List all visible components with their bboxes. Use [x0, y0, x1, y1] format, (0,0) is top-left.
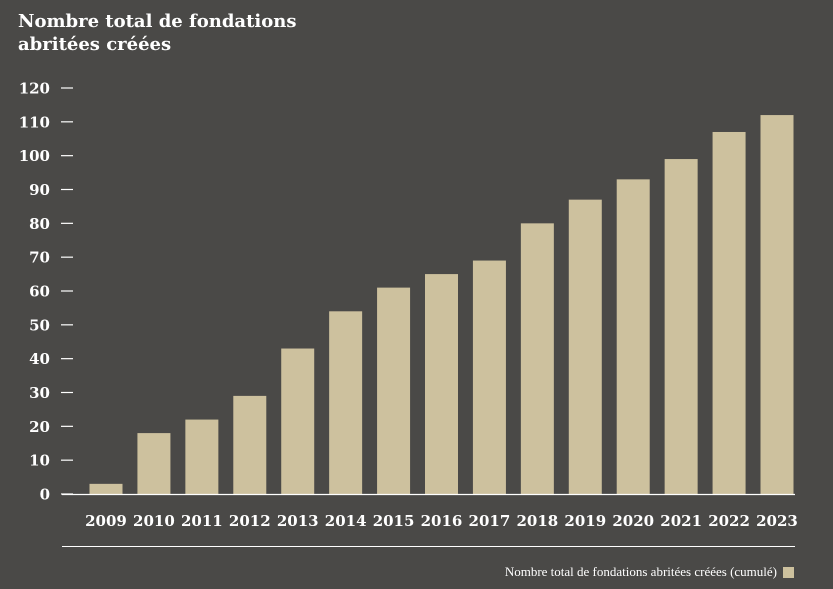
bar-2020 [616, 179, 650, 494]
bar-2012 [233, 395, 267, 494]
y-tick-label: 0 [40, 486, 50, 504]
x-tick-label: 2014 [325, 512, 367, 530]
x-tick-label: 2012 [229, 512, 271, 530]
y-tick-label: 80 [29, 215, 50, 233]
x-tick-label: 2013 [277, 512, 319, 530]
legend-label: Nombre total de fondations abritées créé… [504, 564, 777, 579]
y-tick-label: 110 [19, 113, 50, 131]
x-tick-label: 2022 [708, 512, 750, 530]
bar-2016 [425, 274, 458, 494]
chart-title-line-2: abritées créées [18, 34, 172, 55]
bar-2019 [568, 199, 602, 494]
bar-2011 [185, 419, 219, 494]
x-tick-label: 2015 [373, 512, 415, 530]
chart-title-line-1: Nombre total de fondations [18, 11, 297, 32]
legend: Nombre total de fondations abritées créé… [505, 564, 794, 580]
bar-2022 [712, 131, 746, 494]
y-tick-label: 50 [29, 316, 50, 334]
bar-2021 [664, 159, 698, 495]
x-tick-label: 2018 [516, 512, 558, 530]
bar-2018 [520, 223, 554, 495]
x-tick-label: 2016 [421, 512, 463, 530]
bar-2015 [377, 287, 411, 494]
y-tick-label: 20 [29, 418, 50, 436]
y-tick-label: 100 [19, 147, 50, 165]
bar-2010 [137, 433, 171, 494]
x-tick-label: 2021 [660, 512, 702, 530]
x-tick-label: 2023 [756, 512, 798, 530]
legend-swatch [783, 566, 794, 578]
x-tick-label: 2017 [469, 512, 511, 530]
y-tick-label: 90 [29, 181, 50, 199]
x-tick-label: 2011 [181, 512, 223, 530]
x-tick-label: 2010 [133, 512, 175, 530]
y-tick-label: 70 [29, 249, 50, 267]
x-tick-label: 2020 [612, 512, 654, 530]
y-tick-label: 10 [29, 452, 50, 470]
bar-2017 [472, 260, 506, 494]
x-tick-label: 2009 [85, 512, 127, 530]
bar-2023 [760, 115, 794, 495]
y-tick-label: 40 [29, 350, 50, 368]
bar-2013 [281, 348, 315, 494]
bar-2009 [89, 483, 123, 494]
y-tick-label: 120 [19, 80, 50, 98]
y-tick-label: 60 [29, 283, 50, 301]
bar-2014 [329, 311, 363, 494]
x-tick-label: 2019 [564, 512, 606, 530]
y-tick-label: 30 [29, 384, 50, 402]
chart-title: Nombre total de fondations abritées créé… [18, 10, 296, 56]
